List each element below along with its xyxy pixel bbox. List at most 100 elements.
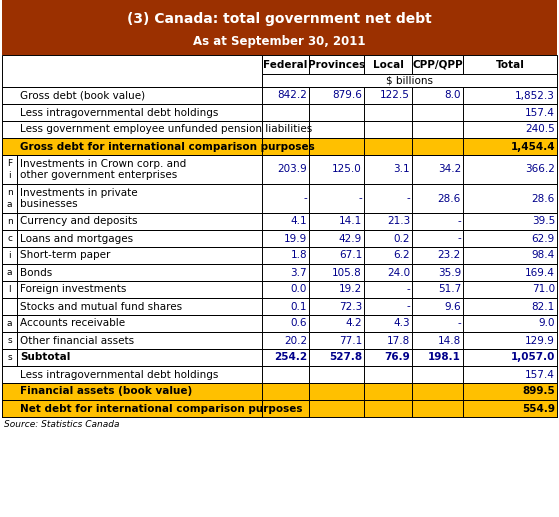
Text: 554.9: 554.9: [522, 403, 555, 414]
Bar: [2, 0, 557, 55]
Text: -: -: [457, 318, 461, 328]
Text: $ billions: $ billions: [386, 75, 433, 85]
Bar: [262, 55, 309, 74]
Text: 82.1: 82.1: [532, 301, 555, 312]
Text: Other financial assets: Other financial assets: [20, 336, 134, 345]
Text: Less government employee unfunded pension liabilities: Less government employee unfunded pensio…: [20, 125, 312, 134]
Text: Provinces: Provinces: [308, 59, 365, 69]
Text: -: -: [358, 193, 362, 204]
Text: 28.6: 28.6: [532, 193, 555, 204]
Text: Less intragovernmental debt holdings: Less intragovernmental debt holdings: [20, 108, 219, 117]
Text: 240.5: 240.5: [525, 125, 555, 134]
Text: 1,454.4: 1,454.4: [510, 142, 555, 151]
Text: 42.9: 42.9: [339, 234, 362, 244]
Text: 4.1: 4.1: [290, 217, 307, 226]
Text: 24.0: 24.0: [387, 267, 410, 278]
Text: 879.6: 879.6: [332, 90, 362, 100]
Text: 39.5: 39.5: [532, 217, 555, 226]
Text: 9.0: 9.0: [538, 318, 555, 328]
Text: 157.4: 157.4: [525, 370, 555, 379]
Text: 0.6: 0.6: [291, 318, 307, 328]
Text: 122.5: 122.5: [380, 90, 410, 100]
Bar: [2, 155, 17, 366]
Text: 0.2: 0.2: [394, 234, 410, 244]
Text: F: F: [7, 159, 12, 168]
Text: Total: Total: [496, 59, 524, 69]
Text: Investments in private: Investments in private: [20, 188, 138, 197]
Text: a: a: [7, 201, 12, 209]
Text: a: a: [7, 319, 12, 328]
Text: Stocks and mutual fund shares: Stocks and mutual fund shares: [20, 301, 182, 312]
Text: 71.0: 71.0: [532, 284, 555, 295]
Text: 19.9: 19.9: [284, 234, 307, 244]
Bar: [2, 247, 557, 264]
Text: Federal: Federal: [263, 59, 307, 69]
Text: Short-term paper: Short-term paper: [20, 251, 110, 261]
Text: 98.4: 98.4: [532, 251, 555, 261]
Text: 527.8: 527.8: [329, 353, 362, 362]
Text: 3.1: 3.1: [394, 164, 410, 175]
Bar: [2, 87, 557, 104]
Bar: [2, 332, 557, 349]
Text: 51.7: 51.7: [438, 284, 461, 295]
Bar: [463, 55, 557, 74]
Text: Investments in Crown corp. and: Investments in Crown corp. and: [20, 159, 186, 169]
Text: 203.9: 203.9: [277, 164, 307, 175]
Text: 366.2: 366.2: [525, 164, 555, 175]
Text: Financial assets (book value): Financial assets (book value): [20, 387, 192, 397]
Text: n: n: [7, 217, 12, 226]
Bar: [2, 400, 557, 417]
Text: 125.0: 125.0: [332, 164, 362, 175]
Bar: [2, 155, 557, 184]
Bar: [2, 104, 557, 121]
Text: 21.3: 21.3: [387, 217, 410, 226]
Text: 67.1: 67.1: [339, 251, 362, 261]
Text: -: -: [406, 301, 410, 312]
Text: Currency and deposits: Currency and deposits: [20, 217, 138, 226]
Text: s: s: [7, 353, 12, 362]
Text: s: s: [7, 336, 12, 345]
Text: (3) Canada: total government net debt: (3) Canada: total government net debt: [127, 12, 432, 26]
Text: 3.7: 3.7: [290, 267, 307, 278]
Text: 8.0: 8.0: [444, 90, 461, 100]
Text: Bonds: Bonds: [20, 267, 52, 278]
Text: Subtotal: Subtotal: [20, 353, 70, 362]
Text: c: c: [7, 234, 12, 243]
Text: 6.2: 6.2: [394, 251, 410, 261]
Text: -: -: [457, 217, 461, 226]
Text: 198.1: 198.1: [428, 353, 461, 362]
Text: 157.4: 157.4: [525, 108, 555, 117]
Text: 14.1: 14.1: [339, 217, 362, 226]
Text: -: -: [406, 193, 410, 204]
Text: i: i: [8, 171, 11, 180]
Text: 1,852.3: 1,852.3: [515, 90, 555, 100]
Text: other government enterprises: other government enterprises: [20, 170, 177, 180]
Bar: [309, 55, 364, 74]
Text: Accounts receivable: Accounts receivable: [20, 318, 125, 328]
Text: Less intragovernmental debt holdings: Less intragovernmental debt holdings: [20, 370, 219, 379]
Text: -: -: [457, 234, 461, 244]
Text: 129.9: 129.9: [525, 336, 555, 345]
Text: 899.5: 899.5: [522, 387, 555, 397]
Text: 17.8: 17.8: [387, 336, 410, 345]
Text: 0.1: 0.1: [291, 301, 307, 312]
Text: a: a: [7, 268, 12, 277]
Bar: [2, 383, 557, 400]
Text: -: -: [406, 284, 410, 295]
Text: 19.2: 19.2: [339, 284, 362, 295]
Text: businesses: businesses: [20, 199, 78, 209]
Text: 4.3: 4.3: [394, 318, 410, 328]
Text: 105.8: 105.8: [332, 267, 362, 278]
Text: Source: Statistics Canada: Source: Statistics Canada: [4, 420, 120, 429]
Text: Local: Local: [372, 59, 404, 69]
Text: 62.9: 62.9: [532, 234, 555, 244]
Bar: [2, 315, 557, 332]
Text: -: -: [303, 193, 307, 204]
Text: 35.9: 35.9: [438, 267, 461, 278]
Text: 169.4: 169.4: [525, 267, 555, 278]
Text: 14.8: 14.8: [438, 336, 461, 345]
Text: 4.2: 4.2: [345, 318, 362, 328]
Text: 254.2: 254.2: [274, 353, 307, 362]
Bar: [2, 264, 557, 281]
Text: 0.0: 0.0: [291, 284, 307, 295]
